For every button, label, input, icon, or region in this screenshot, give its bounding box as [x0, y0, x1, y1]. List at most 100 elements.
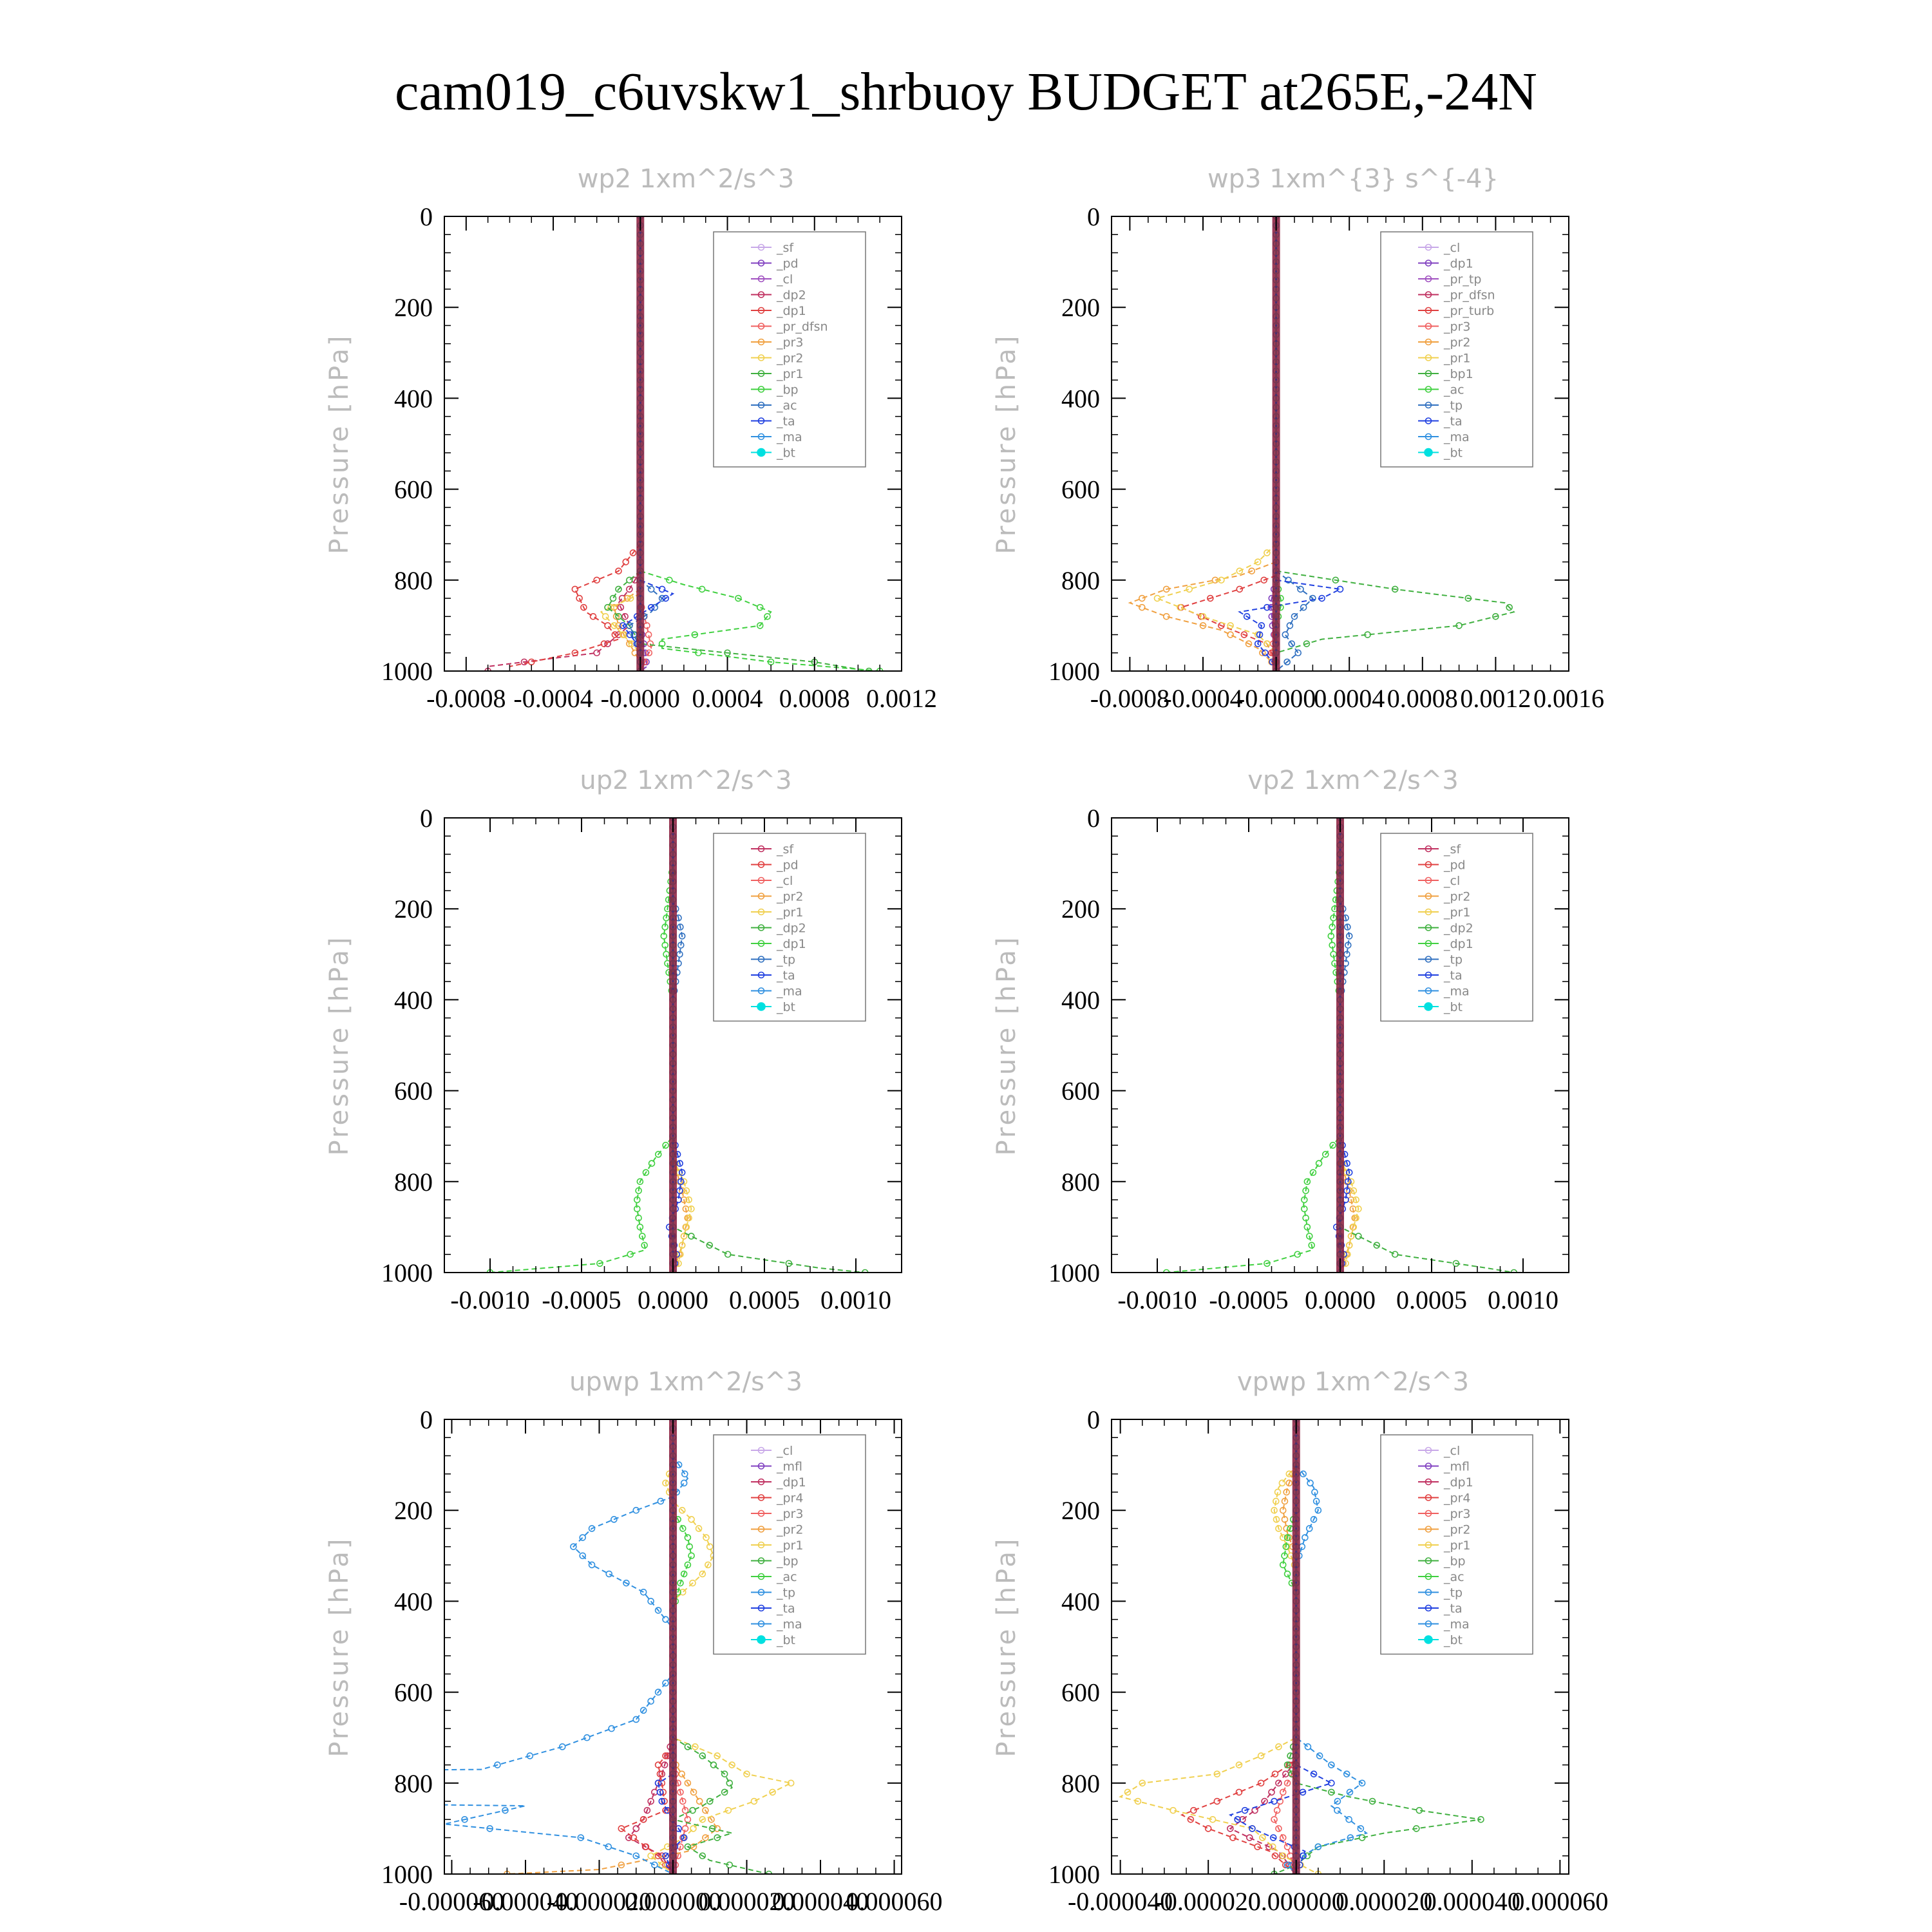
series-point: [615, 622, 622, 629]
series-point: [689, 1806, 696, 1814]
series-point: [686, 1543, 694, 1550]
series-point: [1345, 942, 1352, 949]
series-point: [658, 1770, 666, 1777]
series-point: [1139, 603, 1146, 611]
series-point: [1350, 1224, 1358, 1231]
series-point: [756, 622, 764, 629]
legend-marker: [757, 448, 766, 457]
y-tick-label: 600: [394, 1678, 433, 1707]
series-point: [680, 1834, 688, 1841]
legend-marker: [1425, 1589, 1432, 1596]
legend-marker: [757, 401, 765, 409]
series-point: [588, 1525, 596, 1532]
series-point: [593, 649, 600, 657]
series-point: [1282, 1543, 1290, 1550]
legend-item: _ma: [751, 430, 802, 444]
legend-label: _dp1: [1443, 937, 1473, 951]
series-point: [1234, 1815, 1242, 1823]
series-point: [1355, 1205, 1362, 1213]
y-tick-label: 400: [394, 985, 433, 1014]
series-point: [703, 1534, 710, 1541]
series-point: [558, 1743, 566, 1750]
series-point: [1227, 631, 1234, 638]
legend-item: _bt: [1418, 1000, 1463, 1014]
legend-marker: [1425, 1446, 1432, 1454]
series-point: [647, 1698, 654, 1705]
series-point: [1273, 1516, 1280, 1523]
legend-item: _tp: [1418, 953, 1463, 967]
legend-marker: [757, 260, 765, 267]
y-tick-label: 400: [1061, 384, 1100, 413]
x-tick-label: 0.0000: [638, 1285, 708, 1314]
legend-marker: [757, 1541, 765, 1549]
series-point: [1413, 1825, 1420, 1832]
series-point: [702, 1834, 709, 1841]
panel-title: vpwp 1xm^2/s^3: [1237, 1367, 1469, 1397]
series-point: [695, 1525, 703, 1532]
legend-item: _pd: [751, 257, 799, 271]
series-point: [1355, 1233, 1362, 1240]
legend-marker: [757, 861, 765, 868]
legend-marker: [757, 940, 765, 947]
series-point: [1199, 612, 1207, 620]
series-point: [1336, 585, 1344, 593]
series-point: [1273, 1497, 1280, 1505]
y-tick-label: 400: [1061, 1587, 1100, 1616]
series-point: [1186, 585, 1193, 593]
legend-item: _tp: [751, 953, 795, 967]
series-point: [626, 576, 633, 584]
series-point: [1302, 1187, 1309, 1195]
legend-marker: [1425, 354, 1432, 361]
legend-marker: [1425, 845, 1432, 853]
legend-marker: [1425, 401, 1432, 409]
series-point: [710, 1761, 717, 1768]
series-point: [1294, 1251, 1302, 1258]
x-tick-label: -0.0000: [1236, 684, 1316, 713]
legend-label: _dp2: [776, 922, 806, 936]
series-point: [1329, 923, 1336, 931]
series-point: [1297, 585, 1304, 593]
legend-item: _pr_turb: [1418, 304, 1494, 318]
legend-marker: [1425, 1573, 1432, 1580]
series-point: [1279, 1506, 1287, 1514]
legend-marker: [1425, 971, 1432, 979]
series-point: [676, 1160, 683, 1167]
series-point: [1334, 1806, 1341, 1814]
legend-box: [1380, 231, 1533, 468]
series-point: [1312, 1497, 1320, 1505]
legend-marker: [757, 275, 765, 283]
series-point: [634, 1205, 641, 1213]
series-line-pr2: [507, 1759, 719, 1874]
legend-marker: [1425, 893, 1432, 900]
legend: _sf_pd_cl _pr2_pr1 _dp2_dp1 _tp _ta _ma_bt: [713, 833, 866, 1022]
series-point: [638, 1233, 646, 1240]
series-point: [641, 1242, 648, 1249]
legend-marker: [757, 243, 765, 251]
series-point: [1204, 1825, 1212, 1832]
series-point: [1391, 585, 1399, 593]
series-line-ac: [1282, 1510, 1297, 1593]
series-point: [1209, 1815, 1217, 1823]
series-point: [1416, 1806, 1423, 1814]
legend-marker: [757, 1446, 765, 1454]
series-point: [619, 622, 627, 629]
series-point: [1303, 640, 1311, 647]
series-line-dp2: [487, 571, 641, 671]
series-point: [1357, 1825, 1365, 1832]
series-point: [1139, 594, 1146, 602]
legend-marker: [757, 1510, 765, 1517]
legend-label: _ta: [776, 969, 795, 983]
series-point: [1316, 1752, 1323, 1759]
series-point: [724, 649, 731, 657]
series-point: [526, 1752, 534, 1759]
series-point: [611, 603, 618, 611]
series-point: [765, 1870, 773, 1874]
series-point: [1264, 603, 1271, 611]
series-point: [1248, 567, 1256, 574]
legend-item: _pr3: [751, 1507, 803, 1521]
series-point: [685, 1214, 692, 1222]
series-point: [680, 1479, 688, 1487]
series-point: [588, 1561, 596, 1569]
series-point: [1345, 1187, 1353, 1195]
legend-label: _mfl: [1443, 1460, 1470, 1474]
